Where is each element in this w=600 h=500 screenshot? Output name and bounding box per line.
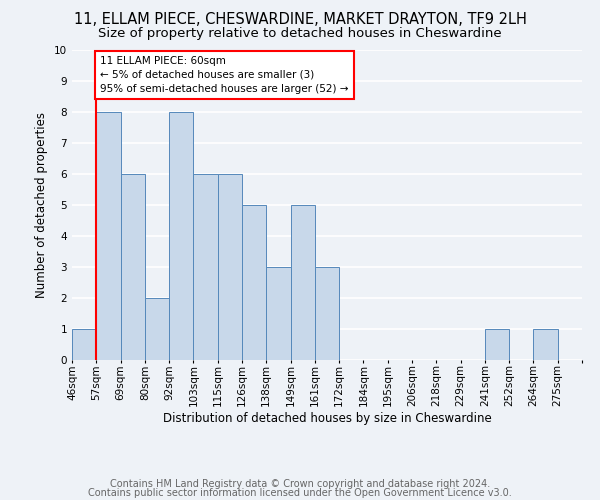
Text: Contains public sector information licensed under the Open Government Licence v3: Contains public sector information licen… — [88, 488, 512, 498]
Bar — [96, 112, 121, 360]
Bar — [290, 205, 315, 360]
Text: 11 ELLAM PIECE: 60sqm
← 5% of detached houses are smaller (3)
95% of semi-detach: 11 ELLAM PIECE: 60sqm ← 5% of detached h… — [100, 56, 349, 94]
Bar — [242, 205, 266, 360]
Bar — [193, 174, 218, 360]
Bar — [485, 329, 509, 360]
Bar — [315, 267, 339, 360]
Text: 11, ELLAM PIECE, CHESWARDINE, MARKET DRAYTON, TF9 2LH: 11, ELLAM PIECE, CHESWARDINE, MARKET DRA… — [74, 12, 526, 28]
Bar — [121, 174, 145, 360]
X-axis label: Distribution of detached houses by size in Cheswardine: Distribution of detached houses by size … — [163, 412, 491, 425]
Bar — [72, 329, 96, 360]
Bar — [533, 329, 558, 360]
Bar — [169, 112, 193, 360]
Bar — [218, 174, 242, 360]
Y-axis label: Number of detached properties: Number of detached properties — [35, 112, 49, 298]
Bar — [266, 267, 290, 360]
Bar — [145, 298, 169, 360]
Text: Size of property relative to detached houses in Cheswardine: Size of property relative to detached ho… — [98, 28, 502, 40]
Text: Contains HM Land Registry data © Crown copyright and database right 2024.: Contains HM Land Registry data © Crown c… — [110, 479, 490, 489]
